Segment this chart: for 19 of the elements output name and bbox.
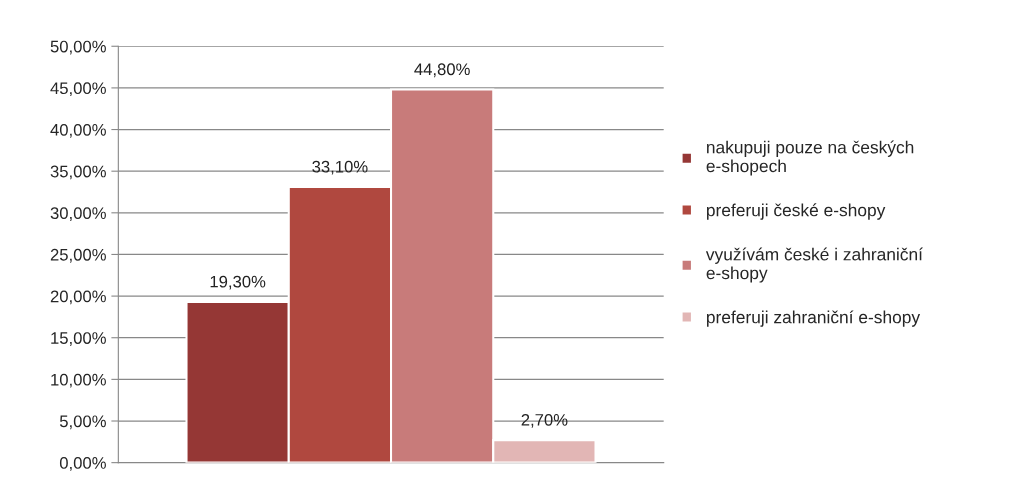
- y-tick-label: 15,00%: [51, 332, 106, 346]
- legend-label: preferuji zahraniční e-shopy: [706, 310, 921, 327]
- y-tick-label: 30,00%: [50, 207, 106, 221]
- y-tick-label: 10,00%: [51, 373, 106, 388]
- data-label: 2,70%: [521, 413, 568, 428]
- legend-label: nakupuji pouze na českých e-shopech: [706, 140, 914, 176]
- y-tick-label: 20,00%: [50, 290, 106, 305]
- legend-label: využívám české i zahraniční e-shopy: [705, 247, 923, 283]
- data-label: 44,80%: [414, 63, 470, 78]
- y-tick-label: 0,00%: [59, 457, 106, 471]
- y-tick-label: 50,00%: [50, 40, 106, 55]
- data-label: 33,10%: [312, 160, 368, 175]
- y-tick-label: 25,00%: [50, 248, 106, 263]
- y-tick-label: 45,00%: [50, 82, 106, 97]
- y-tick-label: 40,00%: [50, 123, 106, 138]
- data-label: 19,30%: [210, 275, 266, 290]
- y-tick-label: 35,00%: [50, 165, 106, 180]
- y-tick-label: 5,00%: [59, 415, 106, 430]
- legend-label: preferuji české e-shopy: [706, 203, 886, 220]
